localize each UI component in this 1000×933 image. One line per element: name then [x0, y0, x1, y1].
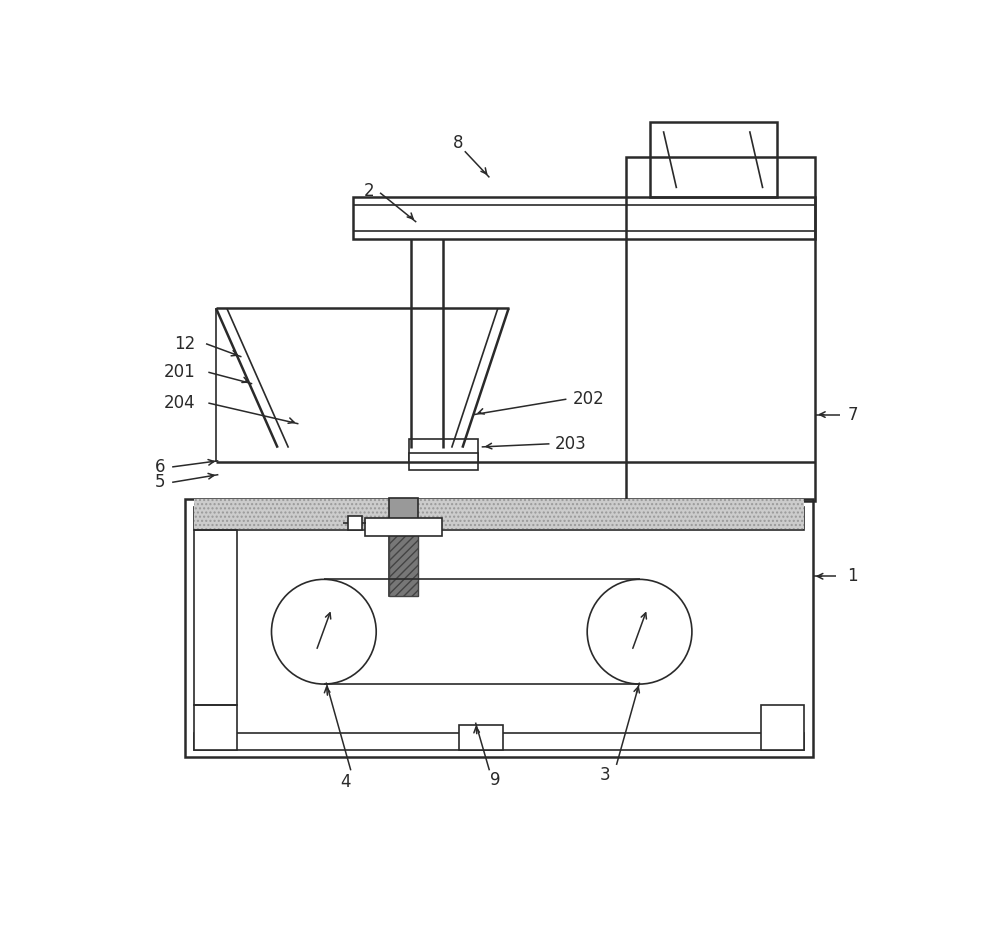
- Bar: [194, 732, 804, 749]
- Bar: [389, 497, 418, 595]
- Bar: [409, 453, 478, 470]
- Bar: [185, 499, 813, 758]
- Bar: [626, 157, 815, 501]
- Text: 8: 8: [453, 133, 464, 152]
- Text: 201: 201: [164, 363, 195, 382]
- Bar: [194, 507, 804, 530]
- Bar: [389, 526, 418, 595]
- Text: 1: 1: [847, 567, 858, 585]
- Text: 7: 7: [847, 406, 858, 424]
- Text: 9: 9: [490, 772, 501, 789]
- Text: 204: 204: [164, 394, 195, 412]
- Bar: [348, 516, 362, 530]
- Bar: [459, 725, 503, 749]
- Bar: [194, 704, 237, 749]
- Bar: [353, 198, 815, 239]
- Text: 3: 3: [600, 766, 610, 784]
- Bar: [194, 499, 804, 528]
- Bar: [761, 704, 804, 749]
- Text: 203: 203: [555, 435, 587, 453]
- Text: 4: 4: [340, 773, 351, 791]
- Text: 5: 5: [155, 473, 165, 492]
- Text: 202: 202: [573, 390, 604, 408]
- Text: 12: 12: [174, 335, 195, 353]
- Bar: [409, 439, 478, 463]
- Text: 2: 2: [363, 182, 374, 201]
- Bar: [365, 518, 442, 536]
- Text: 6: 6: [155, 458, 165, 476]
- Bar: [650, 122, 777, 198]
- Bar: [194, 530, 237, 704]
